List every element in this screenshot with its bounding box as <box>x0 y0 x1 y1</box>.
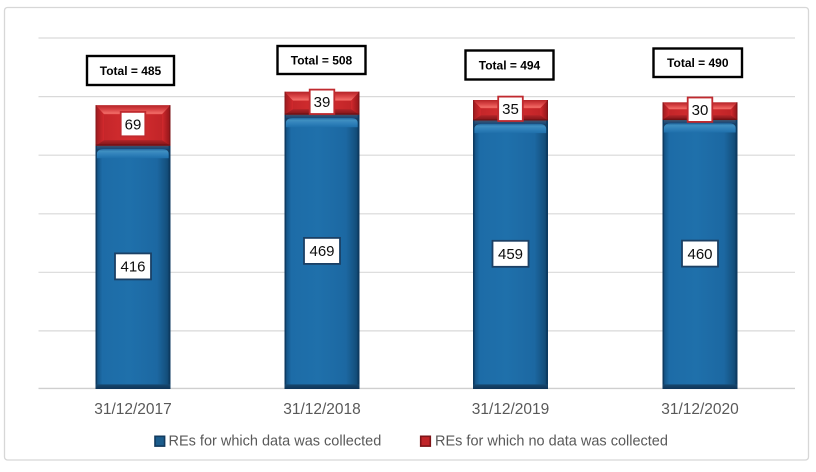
svg-text:460: 460 <box>687 246 712 263</box>
svg-text:30: 30 <box>692 102 709 119</box>
svg-text:31/12/2020: 31/12/2020 <box>661 401 739 418</box>
svg-text:31/12/2019: 31/12/2019 <box>472 401 550 418</box>
svg-text:Total = 490: Total = 490 <box>667 56 729 70</box>
svg-text:REs for which data was collect: REs for which data was collected <box>169 434 382 450</box>
svg-text:Total = 485: Total = 485 <box>100 64 162 78</box>
svg-text:35: 35 <box>502 101 519 118</box>
svg-text:459: 459 <box>498 246 523 263</box>
svg-text:Total = 508: Total = 508 <box>291 53 353 67</box>
svg-text:Total = 494: Total = 494 <box>479 58 541 72</box>
svg-text:39: 39 <box>314 94 331 111</box>
svg-text:31/12/2018: 31/12/2018 <box>283 401 361 418</box>
svg-text:469: 469 <box>309 243 334 260</box>
svg-text:416: 416 <box>120 259 145 276</box>
svg-text:69: 69 <box>125 116 142 133</box>
svg-text:31/12/2017: 31/12/2017 <box>94 401 172 418</box>
svg-text:REs for which no data was coll: REs for which no data was collected <box>435 434 668 450</box>
